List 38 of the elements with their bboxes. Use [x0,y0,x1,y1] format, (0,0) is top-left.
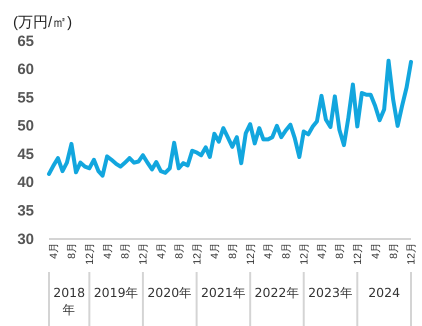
x-tick-label: 12月 [244,242,257,265]
y-tick-label: 30 [17,230,34,248]
x-tick-label: 12月 [84,242,96,265]
x-tick-label: 4月 [155,242,168,259]
x-tick-label: 4月 [209,242,222,259]
y-tick-label: 60 [17,61,34,78]
x-tick-label: 8月 [280,242,293,259]
y-tick-label: 40 [17,174,34,192]
text: 2022年 [254,285,300,300]
y-tick-label: 35 [17,202,34,220]
x-tick-label: 8月 [334,242,346,259]
x-tick-label: 4月 [262,242,275,259]
x-tick-label: 12月 [191,242,204,265]
x-tick-label: 4月 [316,242,328,259]
x-tick-label: 12月 [352,242,364,265]
x-tick-label: 12月 [406,242,418,265]
y-tick-label: 45 [17,146,34,163]
text: 2021年 [200,285,246,300]
x-tick-label: 4月 [48,242,60,259]
text: 2024 [368,285,400,300]
x-tick-label: 8月 [173,242,186,259]
y-tick-label: 65 [17,32,34,50]
x-tick-label: 4月 [102,242,114,259]
text: 2018年 [53,285,86,317]
x-tick-label: 12月 [138,242,150,265]
x-tick-label: 8月 [388,242,400,259]
x-tick-label: 8月 [120,242,132,259]
x-tick-label: 4月 [370,242,382,259]
y-axis-title: (万円/㎡) [13,14,72,31]
y-tick-label: 50 [17,118,34,135]
y-tick-label: 55 [17,89,34,106]
text: 2020年 [147,285,192,300]
x-tick-label: 12月 [298,242,310,265]
x-tick-label: 8月 [226,242,239,259]
text: 2019年 [94,285,139,300]
x-tick-label: 8月 [66,242,78,259]
text: 2023年 [308,285,353,300]
line-series [47,58,413,178]
